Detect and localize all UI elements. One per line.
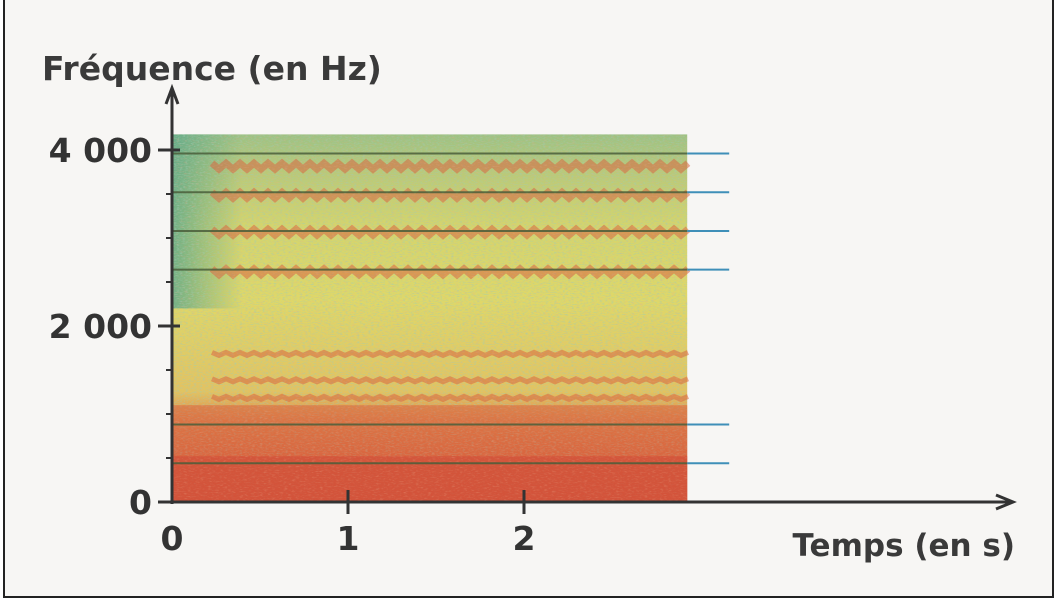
x-tick-label: 0 bbox=[161, 519, 184, 558]
harmonic-lines bbox=[172, 152, 730, 465]
ticks: 0 2 000 4 000 0 1 2 bbox=[49, 131, 536, 558]
y-tick-label: 4 000 bbox=[49, 131, 152, 170]
x-tick-label: 2 bbox=[513, 519, 536, 558]
y-axis-arrow bbox=[164, 83, 180, 105]
y-axis-label: Fréquence (en Hz) bbox=[42, 49, 382, 88]
x-tick-label: 1 bbox=[337, 519, 360, 558]
y-tick-label: 0 bbox=[129, 483, 152, 522]
axes bbox=[164, 83, 1017, 511]
spectrogram-area bbox=[172, 134, 691, 502]
x-axis-arrow bbox=[995, 493, 1017, 511]
y-tick-label: 2 000 bbox=[49, 307, 152, 346]
spectrogram-texture-red bbox=[172, 134, 688, 502]
x-axis-label: Temps (en s) bbox=[793, 528, 1015, 564]
